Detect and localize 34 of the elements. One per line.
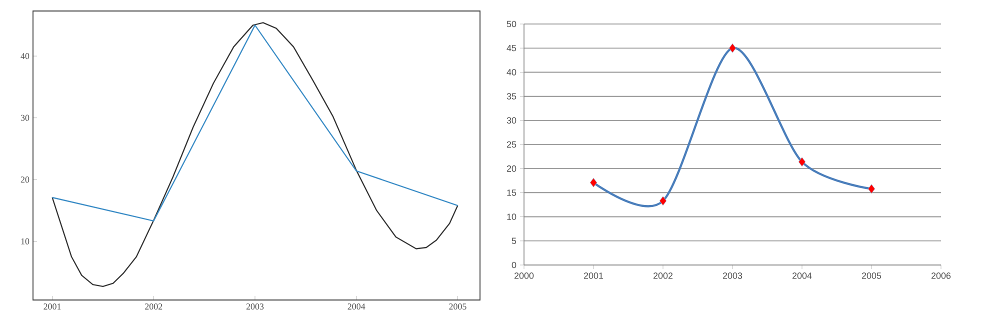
y-tick-label: 40 xyxy=(20,53,30,60)
x-tick-label: 2002 xyxy=(653,272,673,279)
x-tick-label: 2004 xyxy=(792,272,812,279)
y-tick-label: 5 xyxy=(512,238,516,244)
y-tick-label: 25 xyxy=(506,141,516,148)
y-tick-label: 20 xyxy=(20,176,30,183)
point xyxy=(798,157,806,167)
x-tick-label: 2005 xyxy=(449,304,466,310)
x-tick-label: 2005 xyxy=(862,272,882,279)
point xyxy=(590,178,598,188)
y-tick-label: 35 xyxy=(506,93,516,100)
y-tick-label: 45 xyxy=(506,44,516,52)
y-tick-label: 20 xyxy=(506,165,516,172)
y-tick-label: 50 xyxy=(506,20,516,28)
x-tick-label: 2003 xyxy=(722,272,742,279)
line-series xyxy=(52,22,458,288)
y-tick-label: 15 xyxy=(507,190,516,196)
y-tick-label: 30 xyxy=(20,114,30,121)
x-tick-label: 2001 xyxy=(44,304,61,310)
point xyxy=(868,184,876,194)
x-tick-label: 2006 xyxy=(931,272,951,279)
point xyxy=(659,196,667,206)
y-tick-label: 0 xyxy=(512,262,516,268)
y-tick-label: 10 xyxy=(21,238,30,244)
y-tick-label: 40 xyxy=(506,69,516,76)
x-tick-label: 2002 xyxy=(145,304,162,310)
y-tick-label: 30 xyxy=(506,117,516,124)
x-tick-label: 2000 xyxy=(514,272,534,279)
y-tick-label: 10 xyxy=(507,214,516,220)
x-tick-label: 2001 xyxy=(584,272,604,279)
line-series xyxy=(52,24,458,222)
point xyxy=(728,43,736,53)
x-tick-label: 2004 xyxy=(348,304,366,310)
x-tick-label: 2003 xyxy=(246,304,264,310)
